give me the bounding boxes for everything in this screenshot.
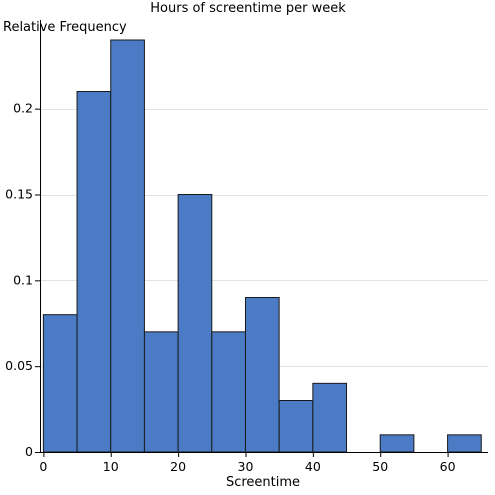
y-tick-label-3: 0.15	[5, 187, 33, 202]
bar-bin-0	[42, 314, 78, 453]
y-tick-label-0: 0	[25, 444, 33, 459]
tick-labels: 0 0.05 0.1 0.15 0.2 0 10 20 30 40 50 60	[5, 101, 455, 474]
x-tick-label-4: 40	[305, 459, 321, 474]
bar-bin-35	[278, 400, 314, 453]
x-tick-label-6: 60	[440, 459, 456, 474]
histogram-bars	[42, 39, 482, 453]
bar-bin-10	[110, 39, 145, 453]
y-axis-label: Relative Frequency	[3, 20, 127, 35]
bar-bin-5	[76, 91, 112, 453]
x-axis-label: Screentime	[226, 475, 300, 490]
bar-bin-30	[244, 297, 280, 453]
x-tick-label-3: 30	[238, 459, 254, 474]
y-tick-label-4: 0.2	[13, 101, 33, 116]
x-tick-label-0: 0	[39, 459, 47, 474]
bar-bin-40	[312, 382, 348, 453]
axes	[35, 20, 488, 457]
bar-bin-20	[177, 194, 213, 453]
y-tick-label-2: 0.1	[13, 272, 33, 287]
y-tick-label-1: 0.05	[5, 358, 33, 373]
bar-bin-15	[143, 331, 179, 453]
bar-bin-60	[447, 434, 482, 453]
bar-bin-50	[379, 434, 415, 453]
x-tick-label-5: 50	[372, 459, 388, 474]
x-tick-label-1: 10	[103, 459, 119, 474]
x-tick-label-2: 20	[170, 459, 186, 474]
chart-title: Hours of screentime per week	[150, 1, 346, 16]
bar-bin-25	[211, 331, 246, 453]
